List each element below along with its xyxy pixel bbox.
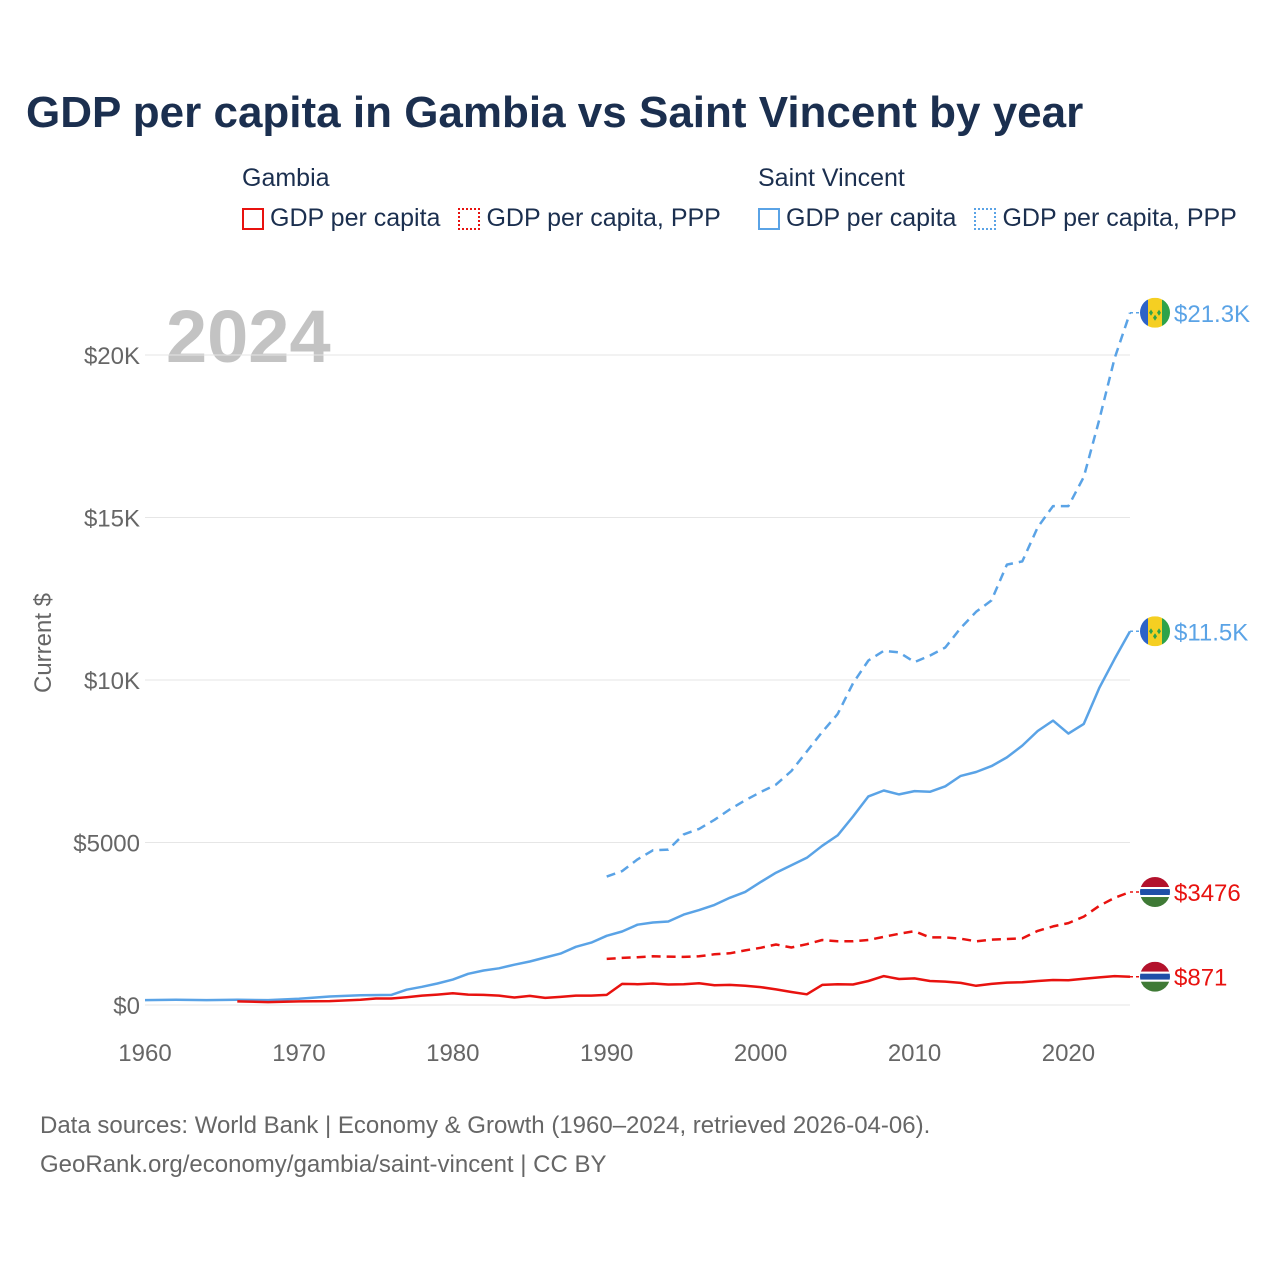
y-tick-label: $10K [84, 668, 140, 695]
y-axis-label: Current $ [30, 593, 57, 693]
line-chart: 2024 Current $ $0 $5000 $10K $15K $20K 1960 1… [30, 295, 1250, 1067]
legend-item-gambia-gdp[interactable]: GDP per capita [242, 204, 440, 233]
legend-item-saint-vincent-gdp-ppp[interactable]: GDP per capita, PPP [974, 204, 1237, 233]
legend-group-saint-vincent: Saint Vincent GDP per capita GDP per cap… [758, 160, 1237, 233]
series-line-gambia-gdp [237, 974, 1131, 1004]
series-line-saint_vincent-ppp [606, 312, 1132, 878]
legend-label: GDP per capita, PPP [1002, 204, 1237, 232]
legend-item-gambia-gdp-ppp[interactable]: GDP per capita, PPP [458, 204, 721, 233]
legend-group-gambia: Gambia GDP per capita GDP per capita, PP… [242, 160, 721, 233]
series-line-gambia-ppp [606, 890, 1131, 961]
year-watermark: 2024 [166, 295, 331, 378]
y-tick-label: $0 [113, 993, 140, 1020]
legend-item-saint-vincent-gdp[interactable]: GDP per capita [758, 204, 956, 233]
data-source-note: Data sources: World Bank | Economy & Gro… [40, 1112, 931, 1139]
legend-group-title: Saint Vincent [758, 164, 905, 192]
x-tick-label: 1960 [118, 1040, 171, 1067]
legend-label: GDP per capita [786, 204, 957, 232]
x-tick-label: 1980 [426, 1040, 479, 1067]
legend-swatch-dotted [458, 207, 481, 230]
y-tick-label: $5000 [73, 831, 140, 858]
saint-vincent-flag-icon [1140, 616, 1170, 647]
end-value-label: $21.3K [1174, 301, 1250, 328]
gambia-flag-icon [1140, 961, 1170, 992]
legend-swatch-dotted [974, 207, 997, 230]
legend-group-title: Gambia [242, 164, 330, 192]
saint-vincent-flag-icon [1140, 297, 1170, 328]
x-tick-label: 2020 [1042, 1040, 1095, 1067]
end-value-label: $3476 [1174, 880, 1241, 907]
legend-swatch-solid [758, 207, 780, 230]
legend-swatch-solid [242, 207, 264, 230]
gambia-flag-icon [1140, 877, 1170, 908]
chart-title: GDP per capita in Gambia vs Saint Vincen… [26, 88, 1084, 137]
y-tick-label: $15K [84, 506, 140, 533]
x-tick-label: 1970 [272, 1040, 325, 1067]
y-tick-label: $20K [84, 343, 140, 370]
end-value-label: $11.5K [1174, 619, 1248, 646]
legend-label: GDP per capita [270, 204, 441, 232]
source-url: GeoRank.org/economy/gambia/saint-vincent… [40, 1151, 607, 1178]
footer: Data sources: World Bank | Economy & Gro… [40, 1106, 930, 1184]
series-line-saint_vincent-gdp [144, 630, 1132, 1002]
x-tick-label: 2000 [734, 1040, 787, 1067]
x-tick-label: 1990 [580, 1040, 633, 1067]
x-tick-label: 2010 [888, 1040, 941, 1067]
end-value-label: $871 [1174, 965, 1227, 992]
legend-label: GDP per capita, PPP [486, 204, 721, 232]
